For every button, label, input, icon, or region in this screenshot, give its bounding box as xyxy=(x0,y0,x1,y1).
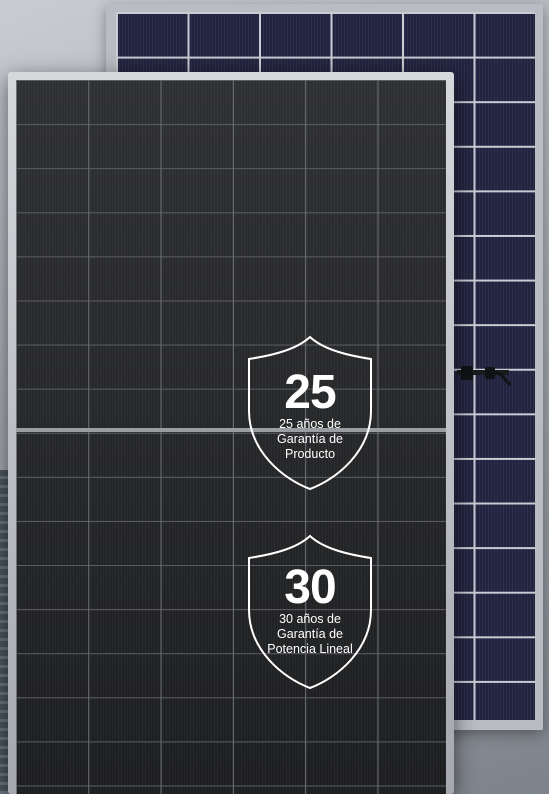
warranty-caption-line: 30 años de xyxy=(279,612,341,626)
junction-box-icon xyxy=(457,366,511,386)
warranty-badge-product: 25 25 años de Garantía de Producto xyxy=(245,333,375,493)
warranty-caption: 30 años de Garantía de Potencia Lineal xyxy=(245,612,375,657)
warranty-years-number: 25 xyxy=(284,366,336,419)
warranty-caption-line: Garantía de xyxy=(276,432,343,446)
front-panel-cells xyxy=(16,80,446,794)
front-solar-panel xyxy=(8,72,454,794)
warranty-badge-power: 30 30 años de Garantía de Potencia Linea… xyxy=(245,532,375,692)
front-panel-grid xyxy=(16,80,446,794)
warranty-caption: 25 años de Garantía de Producto xyxy=(245,417,375,462)
warranty-caption-line: Producto xyxy=(284,447,336,461)
warranty-years-number: 30 xyxy=(284,561,336,614)
shield-icon xyxy=(248,335,372,491)
front-panel-divider xyxy=(16,428,446,432)
shield-icon xyxy=(248,534,372,690)
warranty-caption-line: Potencia Lineal xyxy=(267,642,353,656)
warranty-caption-line: Garantía de xyxy=(276,627,343,641)
warranty-caption-line: 25 años de xyxy=(279,417,341,431)
